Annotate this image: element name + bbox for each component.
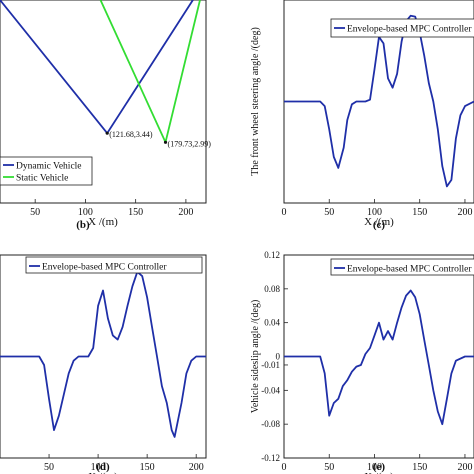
- x-tick-label: 50: [44, 462, 54, 473]
- y-tick-label: 0.04: [264, 318, 280, 328]
- panel-label: (d): [96, 461, 110, 473]
- legend-box: [330, 18, 474, 38]
- x-tick-label: 200: [178, 207, 193, 218]
- chart-panel-b: 50 100 150 200 X /(m)(b) (121.68,3.44) (179.73…: [0, 0, 211, 231]
- y-tick-label: -0.08: [261, 419, 280, 429]
- chart-panel-d: 50 100 150 200 X /(m)(d) Envelope-based MPC C…: [0, 254, 207, 474]
- x-tick-label: 100: [367, 207, 382, 218]
- legend-entry: Envelope-based MPC Controller: [347, 25, 472, 35]
- legend-entry: Dynamic Vehicle: [16, 162, 82, 172]
- x-axis-label: X /(m): [88, 216, 118, 228]
- legend-box: [0, 156, 93, 186]
- x-tick-label: 200: [457, 462, 472, 473]
- x-tick-label: 150: [412, 462, 427, 473]
- y-axis-label: The front wheel steering angle /(deg): [250, 27, 261, 176]
- annotation-label: (179.73,2.99): [168, 139, 212, 148]
- x-tick-label: 50: [324, 462, 334, 473]
- panel-label: (e): [373, 461, 386, 473]
- legend-box: [25, 256, 203, 274]
- chart-panel-e: 0 50 100 150 200-0.12-0.08-0.04-0.0100.040.0…: [250, 250, 474, 474]
- legend-entry: Envelope-based MPC Controller: [347, 265, 472, 275]
- panel-label: (b): [76, 219, 90, 231]
- x-tick-label: 150: [140, 462, 155, 473]
- panel-label: (c): [373, 219, 386, 231]
- series-line-envelope-based-mpc-controller: [284, 14, 474, 188]
- x-tick-label: 150: [128, 207, 143, 218]
- y-tick-label: 0.12: [264, 250, 280, 260]
- legend-entry: Envelope-based MPC Controller: [42, 263, 167, 273]
- legend-entry: Static Vehicle: [16, 174, 68, 184]
- annotation-point: [105, 131, 109, 135]
- y-tick-label: -0.01: [261, 360, 280, 370]
- x-tick-label: 50: [30, 207, 40, 218]
- x-tick-label: 100: [367, 462, 382, 473]
- plot-frame: [0, 0, 207, 204]
- x-tick-label: 0: [282, 462, 287, 473]
- x-tick-label: 50: [324, 207, 334, 218]
- x-axis-label: X /(m): [364, 471, 394, 474]
- y-tick-label: -0.04: [261, 385, 280, 395]
- x-tick-label: 150: [412, 207, 427, 218]
- series-line-dynamic-vehicle: [0, 0, 194, 135]
- y-tick-label: 0: [276, 352, 281, 362]
- annotation-point: [163, 140, 168, 144]
- x-tick-label: 0: [282, 207, 287, 218]
- x-tick-label: 100: [78, 207, 93, 218]
- series-line-envelope-based-mpc-controller: [284, 289, 474, 426]
- chart-panel-c: 0 50 100 150 200 X /(m) The front wheel steeri…: [250, 0, 474, 231]
- annotation-label: (121.68,3.44): [109, 130, 153, 139]
- x-axis-label: X /(m): [88, 471, 118, 474]
- y-tick-label: 0.08: [264, 284, 280, 294]
- x-axis-label: X /(m): [364, 216, 394, 228]
- x-tick-label: 200: [189, 462, 204, 473]
- y-axis-label: Vehicle sideslip angle /(deg): [250, 300, 261, 414]
- x-tick-label: 200: [457, 207, 472, 218]
- legend-box: [330, 258, 474, 276]
- x-tick-label: 100: [91, 462, 106, 473]
- series-line-envelope-based-mpc-controller: [0, 270, 206, 438]
- y-tick-label: -0.12: [261, 453, 280, 463]
